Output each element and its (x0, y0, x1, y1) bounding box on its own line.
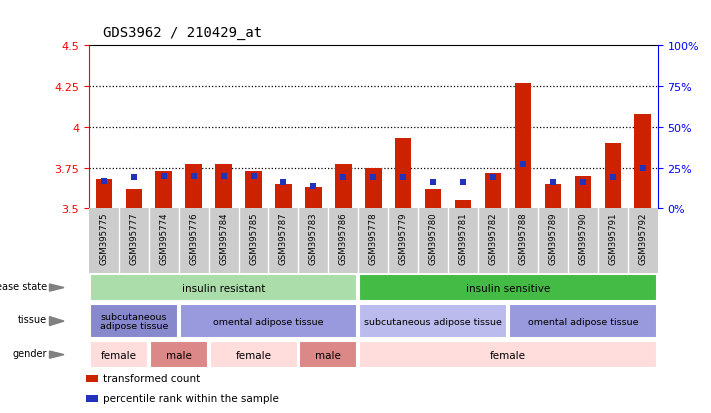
Text: GSM395789: GSM395789 (548, 212, 557, 265)
Bar (335, 165, 351, 209)
Text: gender: gender (12, 348, 47, 358)
Bar (126, 190, 142, 209)
Bar (299, 341, 358, 368)
Text: percentile rank within the sample: percentile rank within the sample (103, 393, 279, 403)
Bar (275, 185, 292, 209)
Bar (545, 185, 561, 209)
Bar (186, 165, 202, 209)
Text: GSM395778: GSM395778 (369, 212, 378, 265)
Bar (156, 171, 172, 209)
Text: GSM395782: GSM395782 (488, 212, 498, 265)
Bar (359, 304, 507, 338)
Bar (245, 171, 262, 209)
Bar (86, 375, 98, 382)
Text: insulin sensitive: insulin sensitive (466, 283, 550, 293)
Bar (574, 176, 591, 209)
Text: omental adipose tissue: omental adipose tissue (528, 317, 638, 326)
Bar (455, 201, 471, 209)
Text: GSM395784: GSM395784 (219, 212, 228, 265)
Text: GSM395779: GSM395779 (399, 212, 407, 265)
Text: disease state: disease state (0, 281, 47, 291)
Text: GSM395780: GSM395780 (429, 212, 438, 265)
Bar (90, 274, 358, 301)
Bar (86, 395, 98, 402)
Text: GSM395776: GSM395776 (189, 212, 198, 265)
Text: GSM395785: GSM395785 (249, 212, 258, 265)
Bar (634, 114, 651, 209)
Text: GSM395792: GSM395792 (638, 212, 647, 265)
Bar (215, 165, 232, 209)
Text: GSM395777: GSM395777 (129, 212, 138, 265)
Text: GSM395787: GSM395787 (279, 212, 288, 265)
Text: GSM395774: GSM395774 (159, 212, 169, 265)
Bar (604, 144, 621, 209)
Text: female: female (101, 350, 137, 360)
Bar (95, 180, 112, 209)
Bar (90, 341, 148, 368)
Text: subcutaneous adipose tissue: subcutaneous adipose tissue (364, 317, 502, 326)
Text: omental adipose tissue: omental adipose tissue (213, 317, 324, 326)
Bar (305, 188, 321, 209)
Text: transformed count: transformed count (103, 373, 201, 383)
Polygon shape (50, 317, 64, 326)
Text: GDS3962 / 210429_at: GDS3962 / 210429_at (103, 26, 262, 40)
Text: GSM395786: GSM395786 (339, 212, 348, 265)
Text: male: male (316, 350, 341, 360)
Bar (365, 168, 382, 209)
Bar (395, 139, 412, 209)
Bar (180, 304, 358, 338)
Bar (210, 341, 297, 368)
Bar (359, 274, 657, 301)
Text: insulin resistant: insulin resistant (182, 283, 265, 293)
Text: GSM395775: GSM395775 (100, 212, 108, 265)
Bar (359, 341, 657, 368)
Bar (149, 341, 208, 368)
Polygon shape (50, 351, 64, 358)
Text: tissue: tissue (18, 314, 47, 325)
Bar (90, 304, 178, 338)
Text: GSM395783: GSM395783 (309, 212, 318, 265)
Bar (515, 83, 531, 209)
Polygon shape (50, 284, 64, 292)
Bar (425, 190, 442, 209)
Text: female: female (235, 350, 272, 360)
Bar (485, 173, 501, 209)
Text: GSM395790: GSM395790 (578, 212, 587, 265)
Text: GSM395781: GSM395781 (459, 212, 468, 265)
Text: male: male (166, 350, 192, 360)
Bar (509, 304, 657, 338)
Text: subcutaneous
adipose tissue: subcutaneous adipose tissue (100, 312, 168, 331)
Text: GSM395788: GSM395788 (518, 212, 528, 265)
Text: female: female (490, 350, 526, 360)
Text: GSM395791: GSM395791 (609, 212, 617, 265)
